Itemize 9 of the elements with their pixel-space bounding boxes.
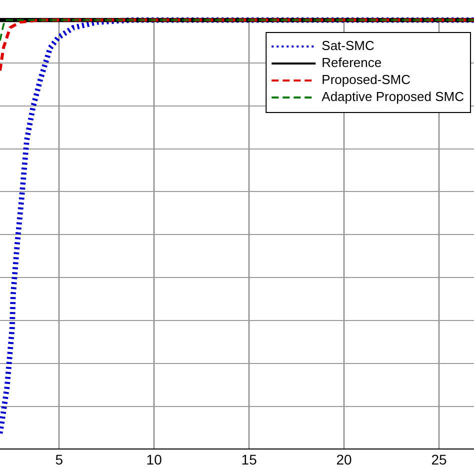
- x-tick-label: 25: [431, 451, 448, 468]
- legend-label: Sat-SMC: [322, 38, 374, 54]
- legend-label: Proposed-SMC: [322, 72, 411, 88]
- x-tick-label: 5: [55, 451, 64, 468]
- legend-label: Adaptive Proposed SMC: [322, 89, 464, 104]
- x-tick-label: 10: [146, 451, 162, 468]
- legend-label: Reference: [322, 55, 382, 70]
- x-tick-label: 15: [241, 451, 258, 468]
- x-tick-label: 20: [336, 451, 352, 468]
